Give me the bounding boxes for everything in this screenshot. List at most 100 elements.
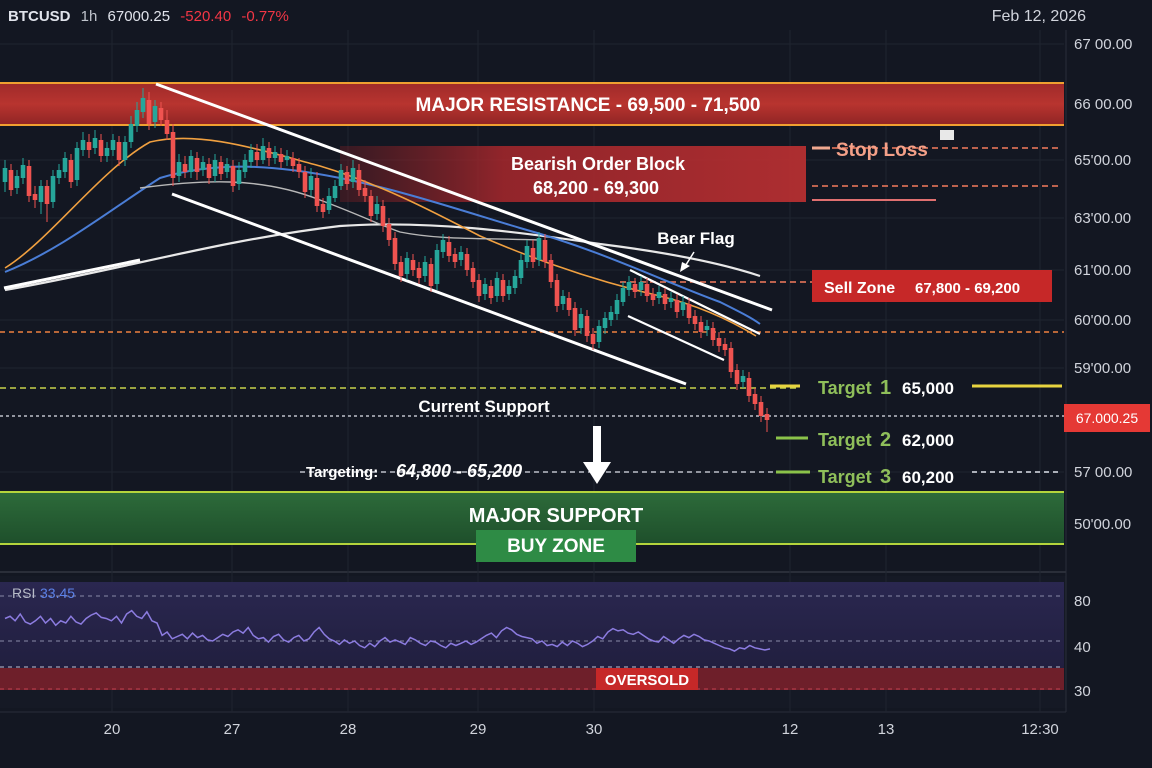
- candle[interactable]: [608, 306, 614, 326]
- candle[interactable]: [698, 316, 704, 338]
- candlestick-series[interactable]: [2, 88, 770, 432]
- candle[interactable]: [110, 134, 116, 156]
- candle[interactable]: [200, 156, 206, 176]
- candle[interactable]: [674, 294, 680, 318]
- candle[interactable]: [140, 88, 146, 118]
- candle[interactable]: [704, 320, 710, 336]
- candle[interactable]: [554, 274, 560, 312]
- candle[interactable]: [566, 292, 572, 316]
- candle[interactable]: [734, 364, 740, 390]
- candle[interactable]: [584, 310, 590, 342]
- candle[interactable]: [416, 262, 422, 284]
- candle[interactable]: [152, 100, 158, 128]
- time-axis[interactable]: 20 27 28 29 30 12 13 12:30: [104, 721, 1059, 738]
- candle[interactable]: [440, 234, 446, 258]
- candle[interactable]: [44, 180, 50, 222]
- bearish-order-block-zone[interactable]: [340, 146, 806, 202]
- channel-lower-line[interactable]: [171, 192, 687, 386]
- price-axis[interactable]: 67 00.00 66 00.00 65'00.00 63'00.00 61'00.00…: [1074, 36, 1132, 533]
- candle[interactable]: [548, 254, 554, 288]
- candle[interactable]: [692, 310, 698, 330]
- current-price-tag[interactable]: [1064, 404, 1150, 432]
- candle[interactable]: [272, 146, 278, 164]
- candle[interactable]: [14, 170, 20, 194]
- candle[interactable]: [578, 308, 584, 334]
- candle[interactable]: [464, 248, 470, 276]
- candle[interactable]: [122, 136, 128, 166]
- candle[interactable]: [386, 218, 392, 246]
- candle[interactable]: [752, 388, 758, 410]
- candle[interactable]: [530, 240, 536, 268]
- candle[interactable]: [350, 160, 356, 188]
- long-ma-line[interactable]: [4, 223, 761, 292]
- candle[interactable]: [134, 102, 140, 132]
- candle[interactable]: [74, 142, 80, 186]
- bear-flag-lower-line[interactable]: [627, 315, 725, 361]
- candle[interactable]: [26, 160, 32, 202]
- candle[interactable]: [374, 196, 380, 220]
- candle[interactable]: [368, 190, 374, 222]
- candle[interactable]: [128, 116, 134, 148]
- bear-flag-upper-line[interactable]: [629, 269, 761, 335]
- candle[interactable]: [68, 154, 74, 188]
- candle[interactable]: [590, 328, 596, 350]
- candle[interactable]: [716, 332, 722, 352]
- candle[interactable]: [680, 296, 686, 316]
- candle[interactable]: [458, 246, 464, 266]
- candle[interactable]: [344, 166, 350, 190]
- candle[interactable]: [242, 154, 248, 178]
- candle[interactable]: [620, 282, 626, 306]
- candle[interactable]: [104, 142, 110, 162]
- candle[interactable]: [410, 254, 416, 276]
- candle[interactable]: [392, 232, 398, 270]
- candle[interactable]: [308, 168, 314, 196]
- candle[interactable]: [626, 276, 632, 296]
- candle[interactable]: [638, 276, 644, 296]
- candle[interactable]: [746, 372, 752, 402]
- candle[interactable]: [50, 170, 56, 208]
- candle[interactable]: [446, 236, 452, 262]
- timeframe[interactable]: 1h: [80, 8, 98, 25]
- candle[interactable]: [56, 164, 62, 184]
- candle[interactable]: [188, 150, 194, 178]
- candle[interactable]: [302, 166, 308, 198]
- candle[interactable]: [740, 370, 746, 388]
- candle[interactable]: [212, 154, 218, 182]
- major-resistance-zone[interactable]: [0, 82, 1064, 126]
- symbol-header[interactable]: BTCUSD 1h 67000.25 -520.40 -0.77%: [8, 8, 295, 25]
- candle[interactable]: [500, 274, 506, 302]
- candle[interactable]: [116, 136, 122, 166]
- candle[interactable]: [614, 294, 620, 320]
- candle[interactable]: [536, 232, 542, 266]
- candle[interactable]: [176, 154, 182, 182]
- candle[interactable]: [380, 200, 386, 232]
- candle[interactable]: [332, 180, 338, 202]
- candle[interactable]: [722, 338, 728, 356]
- candle[interactable]: [572, 302, 578, 336]
- candle[interactable]: [710, 322, 716, 346]
- candle[interactable]: [524, 240, 530, 268]
- channel-upper-line[interactable]: [155, 82, 773, 312]
- candle[interactable]: [146, 92, 152, 130]
- candle[interactable]: [284, 150, 290, 166]
- candle[interactable]: [452, 248, 458, 268]
- candle[interactable]: [2, 160, 8, 192]
- candle[interactable]: [758, 396, 764, 422]
- candle[interactable]: [476, 274, 482, 302]
- candle[interactable]: [596, 320, 602, 348]
- candle[interactable]: [494, 272, 500, 302]
- candle[interactable]: [482, 278, 488, 300]
- candle[interactable]: [404, 252, 410, 280]
- candle[interactable]: [254, 144, 260, 166]
- candle[interactable]: [434, 244, 440, 290]
- candle[interactable]: [518, 254, 524, 284]
- candle[interactable]: [8, 164, 14, 196]
- candle[interactable]: [470, 262, 476, 288]
- oversold-zone[interactable]: [0, 668, 1064, 690]
- candle[interactable]: [428, 258, 434, 292]
- candle[interactable]: [62, 152, 68, 178]
- candle[interactable]: [326, 188, 332, 214]
- candle[interactable]: [266, 142, 272, 166]
- candle[interactable]: [158, 102, 164, 126]
